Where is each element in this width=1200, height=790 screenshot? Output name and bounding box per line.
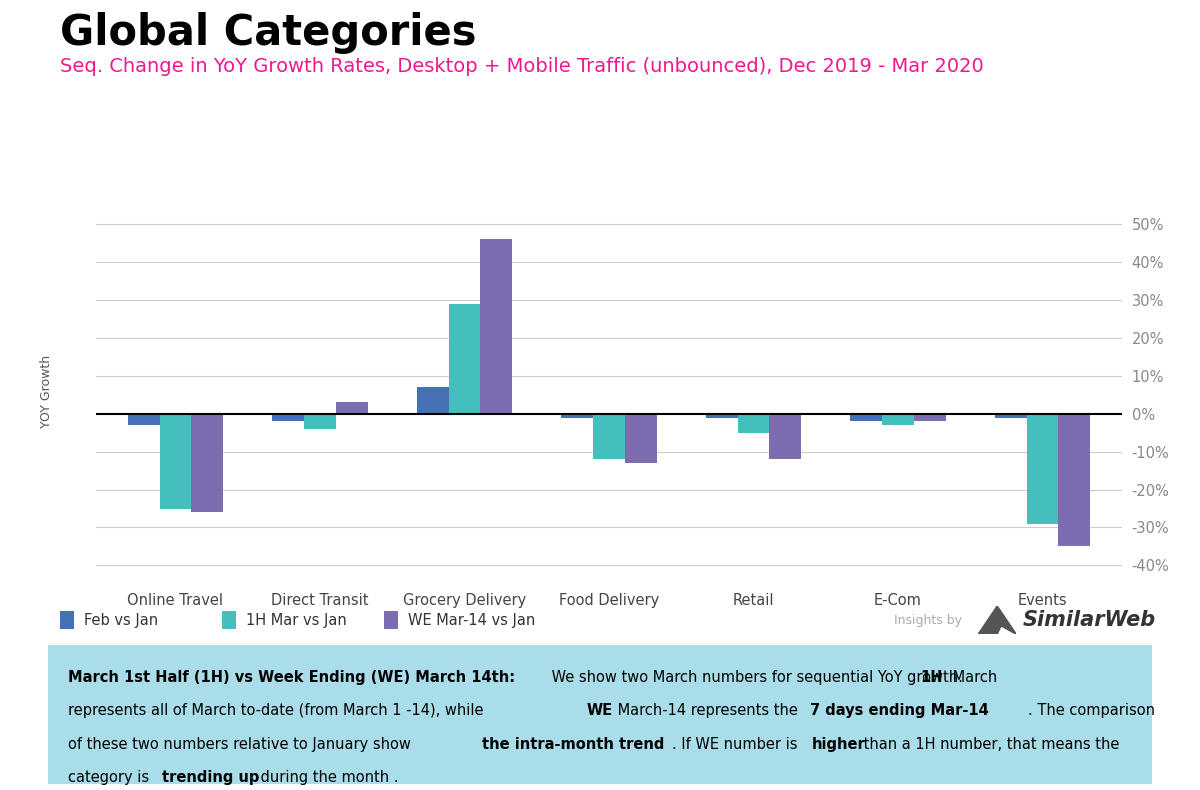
Bar xyxy=(304,414,336,429)
Text: 1H: 1H xyxy=(920,670,943,685)
Bar xyxy=(1027,414,1058,524)
Text: March 1st Half (1H) vs Week Ending (WE) March 14th:: March 1st Half (1H) vs Week Ending (WE) … xyxy=(68,670,515,685)
Text: the intra-month trend: the intra-month trend xyxy=(482,736,665,751)
Bar xyxy=(593,414,625,459)
Bar xyxy=(127,414,160,425)
Bar xyxy=(882,414,914,425)
Bar xyxy=(914,414,946,421)
Bar xyxy=(625,414,656,463)
Text: Insights by: Insights by xyxy=(894,614,962,626)
Text: Global Categories: Global Categories xyxy=(60,12,476,54)
Bar xyxy=(160,414,191,509)
Text: represents all of March to-date (from March 1 -14), while: represents all of March to-date (from Ma… xyxy=(68,703,488,718)
Text: March: March xyxy=(948,670,997,685)
Bar xyxy=(769,414,802,459)
Text: 1H Mar vs Jan: 1H Mar vs Jan xyxy=(246,613,347,627)
Text: . The comparison: . The comparison xyxy=(1028,703,1156,718)
Text: SimilarWeb: SimilarWeb xyxy=(1022,610,1156,630)
Bar xyxy=(851,414,882,421)
Polygon shape xyxy=(978,606,1016,634)
Text: WE: WE xyxy=(587,703,613,718)
Text: than a 1H number, that means the: than a 1H number, that means the xyxy=(859,736,1120,751)
Bar xyxy=(995,414,1027,418)
Bar xyxy=(562,414,593,418)
Text: Seq. Change in YoY Growth Rates, Desktop + Mobile Traffic (unbounced), Dec 2019 : Seq. Change in YoY Growth Rates, Desktop… xyxy=(60,57,984,76)
Text: 7 days ending Mar-14: 7 days ending Mar-14 xyxy=(810,703,989,718)
Text: WE Mar-14 vs Jan: WE Mar-14 vs Jan xyxy=(408,613,535,627)
Bar xyxy=(272,414,304,421)
Bar xyxy=(1058,414,1091,547)
Text: trending up: trending up xyxy=(162,769,259,784)
Bar xyxy=(191,414,223,512)
Text: during the month .: during the month . xyxy=(256,769,398,784)
Text: Feb vs Jan: Feb vs Jan xyxy=(84,613,158,627)
Text: . If WE number is: . If WE number is xyxy=(672,736,802,751)
Bar xyxy=(738,414,769,433)
Text: higher: higher xyxy=(812,736,865,751)
Bar xyxy=(449,304,480,414)
Text: category is: category is xyxy=(68,769,154,784)
Text: We show two March numbers for sequential YoY growth.: We show two March numbers for sequential… xyxy=(547,670,967,685)
Bar xyxy=(706,414,738,418)
Text: of these two numbers relative to January show: of these two numbers relative to January… xyxy=(68,736,415,751)
Text: YOY Growth: YOY Growth xyxy=(41,355,53,427)
Bar xyxy=(480,239,512,414)
Text: March-14 represents the: March-14 represents the xyxy=(613,703,803,718)
Bar xyxy=(336,402,367,414)
Bar xyxy=(416,387,449,414)
